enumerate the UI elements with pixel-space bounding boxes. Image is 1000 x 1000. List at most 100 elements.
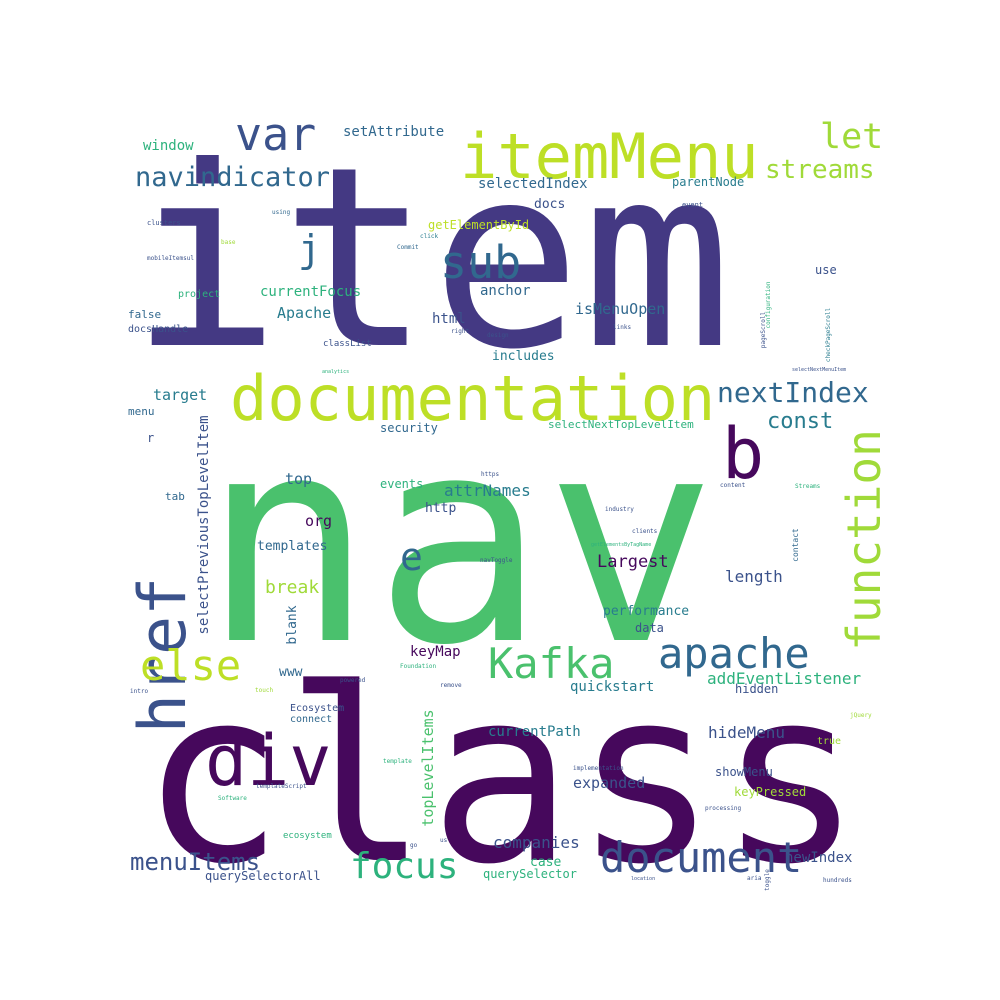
word-classlist: classList [323,339,372,349]
word-queryselectorall: querySelectorAll [205,869,321,883]
word-showmenu: showMenu [715,765,773,779]
word-ismenuopen: isMenuOpen [575,300,665,318]
word-keypressed: keyPressed [734,785,806,799]
word-content: content [720,482,746,489]
word-links: links [613,324,631,331]
word-right: right [451,328,469,335]
word-kafka: Kafka [488,639,614,688]
word-case: case [530,855,561,870]
word-intro: intro [130,688,148,695]
word-checkpagescroll: checkPageScroll [825,308,832,363]
word-template: template [383,758,412,765]
word-remove: remove [440,682,462,689]
word-documentation: documentation [230,362,715,435]
word-connect: connect [290,714,332,725]
word-foundation: Foundation [400,663,437,670]
word-www: www [279,665,303,680]
word-navindicator: navindicator [135,162,330,193]
word-false: false [128,308,161,321]
word-configuration: configuration [765,281,772,328]
word-b: b [722,413,764,495]
word-r: r [147,431,154,445]
word-e: e [400,535,423,579]
word-newindex: newIndex [785,850,852,866]
word-implementation: implementation [573,765,624,772]
word-target: target [153,386,207,404]
word-function: function [837,429,891,651]
word-analytics: analytics [322,369,349,375]
word-currentfocus: currentFocus [260,284,361,300]
word-menuitems: menuItems [130,848,260,876]
word-docshandle: docsHandle [128,324,188,335]
word-largest: Largest [597,552,669,572]
word-selectnextmenuitem: selectNextMenuItem [792,367,846,373]
word-hundreds: hundreds [823,877,852,884]
word-data: data [635,621,664,635]
word-design: design [487,332,509,339]
word-true: true [817,736,841,747]
word-focus: focus [350,846,458,887]
word-http: http [425,501,456,516]
word-window: window [143,138,194,154]
word-tab: tab [165,490,185,503]
word-clients: clients [632,528,658,535]
word-templatescript: templateScript [256,783,307,790]
word-keymap: keyMap [410,644,461,660]
word-mobileitemsul: mobileItemsul [147,255,194,262]
word-itemmenu: itemMenu [460,120,759,193]
word-commit: Commit [397,244,419,251]
word-menu: menu [128,405,155,418]
word-href: href [126,577,201,734]
word-selectprevioustoplevelitem: selectPreviousTopLevelItem [196,415,212,634]
word-break: break [265,577,319,598]
word-includes: includes [492,349,555,364]
word-powered: powered [340,677,366,684]
word-location: location [631,876,655,882]
word-getelementbyid: getElementById [428,218,529,232]
word-sub: sub [440,236,521,289]
word-attrnames: attrNames [444,481,531,500]
word-nav: nav [202,376,717,708]
word-blank: blank [285,605,300,644]
word-templates: templates [257,539,327,554]
word-else: else [140,641,241,690]
word-clusters: clusters [147,219,181,227]
word-setattribute: setAttribute [343,124,444,140]
word-hidemenu: hideMenu [708,723,785,742]
word-toplevelitems: topLevelItems [419,709,437,826]
word-expanded: expanded [573,774,645,792]
word-base: base [221,239,236,246]
word-pagescroll: pageScroll [760,312,767,349]
word-processing: processing [705,805,742,812]
word-streams: streams [765,155,875,185]
word-getelementsbytagname: getElementsByTagName [591,542,651,548]
word-org: org [305,512,332,530]
word-go: go [410,842,418,849]
word-ecosystem: Ecosystem [290,703,344,714]
word-contact: contact [791,528,800,562]
word-selectnexttoplevelitem: selectNextTopLevelItem [548,418,694,431]
word-const: const [767,409,833,434]
word-nextindex: nextIndex [717,376,869,409]
word-length: length [725,567,783,586]
word-quickstart: quickstart [570,679,654,695]
word-div: div [205,720,331,802]
word-software: Software [218,795,247,802]
word-apache: apache [658,629,810,678]
word-industry: industry [605,506,634,513]
word-use: use [815,263,837,277]
word-j: j [298,227,321,271]
word-jquery: jQuery [850,712,872,719]
word-security: security [380,421,438,435]
word-item: item [130,113,732,404]
word-class: class [140,637,862,917]
word-top: top [285,470,312,488]
word-ecosystem: ecosystem [283,831,332,841]
word-html: html [432,311,466,327]
word-performance: performance [603,604,689,619]
word-hidden: hidden [735,682,778,696]
word-let: let [820,117,883,157]
word-events: events [380,477,423,491]
word-selectedindex: selectedIndex [478,176,588,192]
word-parentnode: parentNode [672,175,744,189]
